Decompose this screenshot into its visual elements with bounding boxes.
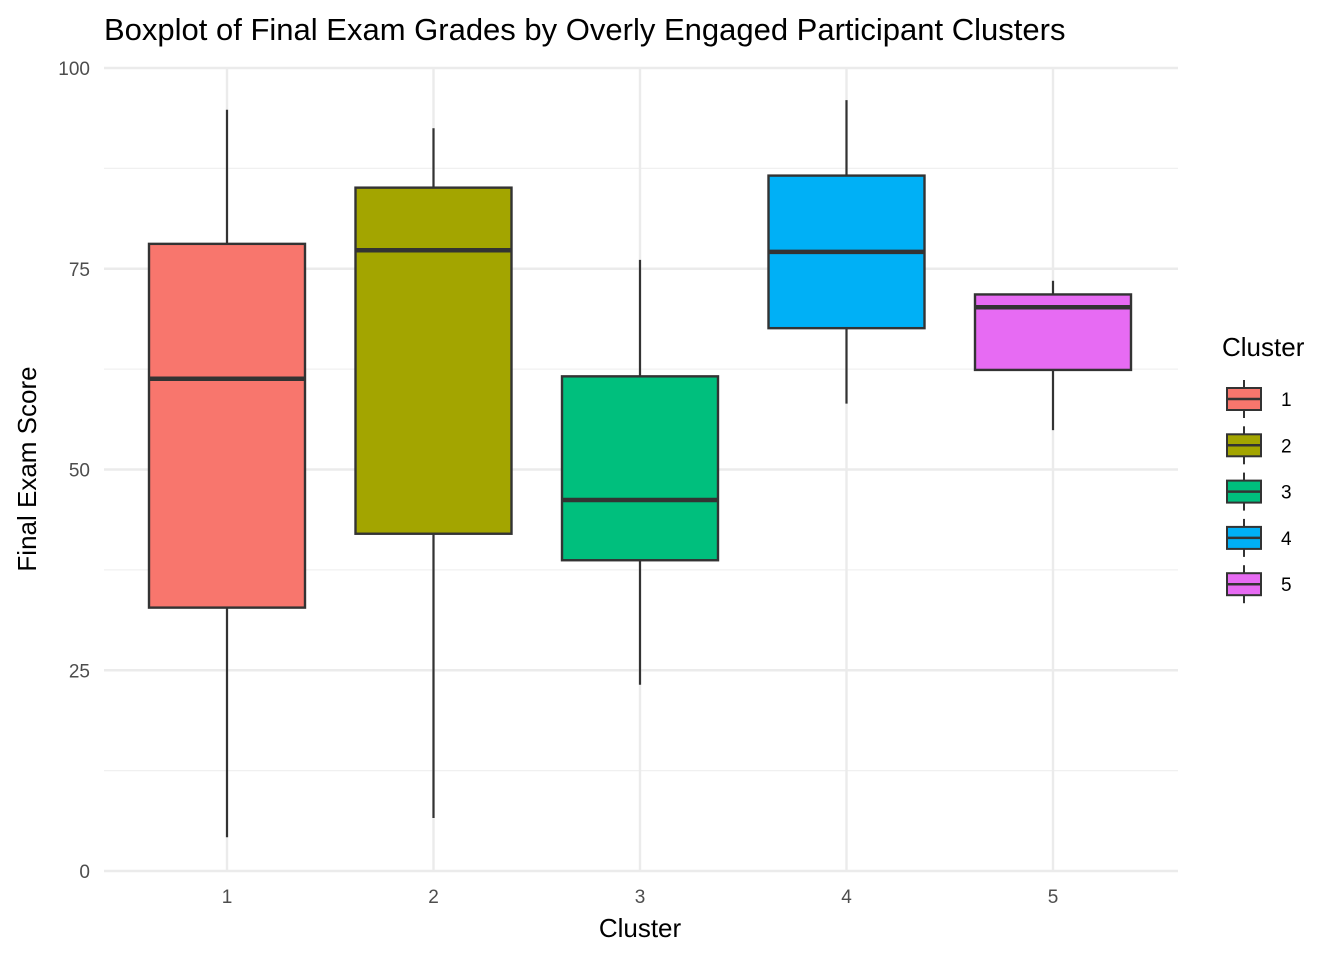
- x-axis-title: Cluster: [599, 913, 682, 943]
- box-cluster-3: [560, 259, 720, 685]
- y-tick-label: 0: [79, 862, 90, 883]
- y-tick-label: 75: [69, 260, 90, 281]
- chart-title: Boxplot of Final Exam Grades by Overly E…: [104, 12, 1065, 47]
- legend-label: 2: [1281, 436, 1292, 457]
- legend: Cluster 1 2 3 4 5: [1222, 332, 1305, 604]
- y-axis-ticks: 0 25 50 75 100: [58, 59, 90, 883]
- box-cluster-2: [354, 128, 513, 819]
- y-axis-title: Final Exam Score: [12, 366, 42, 571]
- y-tick-label: 25: [69, 661, 90, 682]
- x-tick-label: 1: [222, 887, 233, 908]
- legend-item-4: 4: [1226, 518, 1292, 557]
- iqr-box: [354, 186, 513, 535]
- legend-item-1: 1: [1226, 380, 1292, 418]
- iqr-box: [147, 242, 307, 609]
- x-axis-ticks: 1 2 3 4 5: [222, 887, 1059, 908]
- legend-item-5: 5: [1226, 565, 1292, 604]
- legend-label: 4: [1281, 529, 1292, 550]
- legend-item-3: 3: [1226, 472, 1292, 511]
- boxes: [147, 100, 1133, 838]
- legend-label: 3: [1281, 483, 1292, 504]
- iqr-box: [560, 375, 720, 562]
- legend-label: 5: [1281, 575, 1292, 596]
- x-tick-label: 4: [841, 887, 852, 908]
- legend-title: Cluster: [1222, 332, 1305, 362]
- legend-items: 1 2 3 4 5: [1226, 380, 1292, 604]
- box-cluster-4: [767, 100, 926, 404]
- legend-item-2: 2: [1226, 426, 1292, 465]
- box-cluster-5: [973, 280, 1133, 431]
- y-tick-label: 100: [58, 59, 90, 80]
- legend-label: 1: [1281, 390, 1292, 411]
- x-tick-label: 2: [428, 887, 439, 908]
- x-tick-label: 3: [635, 887, 646, 908]
- y-tick-label: 50: [69, 461, 90, 482]
- box-cluster-1: [147, 109, 307, 838]
- x-tick-label: 5: [1048, 887, 1059, 908]
